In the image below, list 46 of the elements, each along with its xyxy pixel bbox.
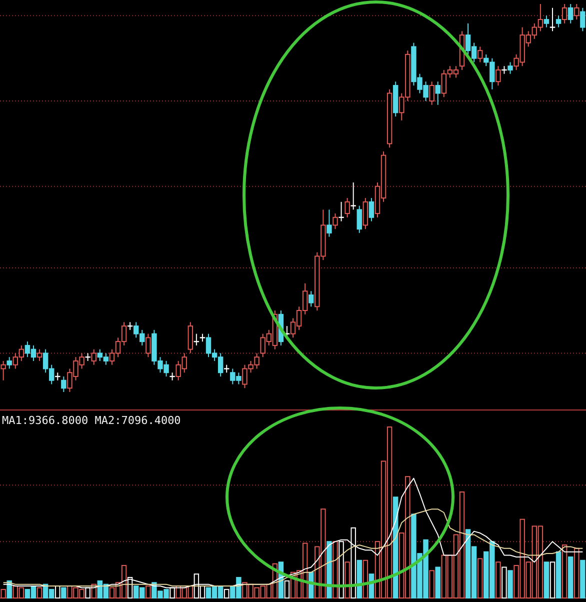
candlestick (344, 198, 350, 218)
bar (544, 562, 550, 598)
candlestick (568, 4, 574, 24)
bar (0, 588, 6, 598)
candlestick (0, 360, 6, 381)
candlestick (350, 182, 357, 210)
bar (435, 566, 440, 598)
candlestick (36, 348, 42, 362)
candlestick (508, 62, 513, 74)
candlestick (6, 356, 12, 370)
candlestick (496, 66, 501, 86)
bar (224, 588, 230, 598)
bar (55, 586, 60, 598)
candlestick (356, 205, 362, 234)
candlestick (549, 7, 556, 32)
bar (61, 587, 66, 598)
bar (550, 562, 556, 598)
text: MA1:9366.8000 MA2:7096.4000 (2, 414, 181, 427)
candlestick (556, 15, 562, 28)
bar (562, 544, 568, 598)
bar (326, 541, 332, 598)
bar (508, 570, 513, 598)
bar (568, 556, 574, 598)
candlestick (188, 322, 194, 354)
candlestick (332, 213, 338, 230)
candlestick (326, 209, 332, 238)
candlestick (477, 46, 483, 63)
candlestick (146, 333, 151, 358)
bar (556, 551, 562, 598)
bar (36, 587, 42, 598)
candlestick (435, 81, 440, 106)
candlestick (580, 7, 586, 32)
bar (574, 548, 580, 598)
candlestick (362, 198, 368, 230)
candlestick (368, 198, 374, 222)
candlestick (429, 81, 434, 106)
bar (477, 558, 483, 598)
candlestick (61, 376, 66, 392)
candlestick (544, 15, 550, 28)
candlestick (308, 290, 314, 308)
candlestick (91, 348, 96, 366)
bar (580, 560, 586, 598)
candlestick (574, 4, 580, 20)
candlestick (562, 4, 568, 24)
bar (146, 586, 151, 598)
bar (429, 570, 434, 598)
